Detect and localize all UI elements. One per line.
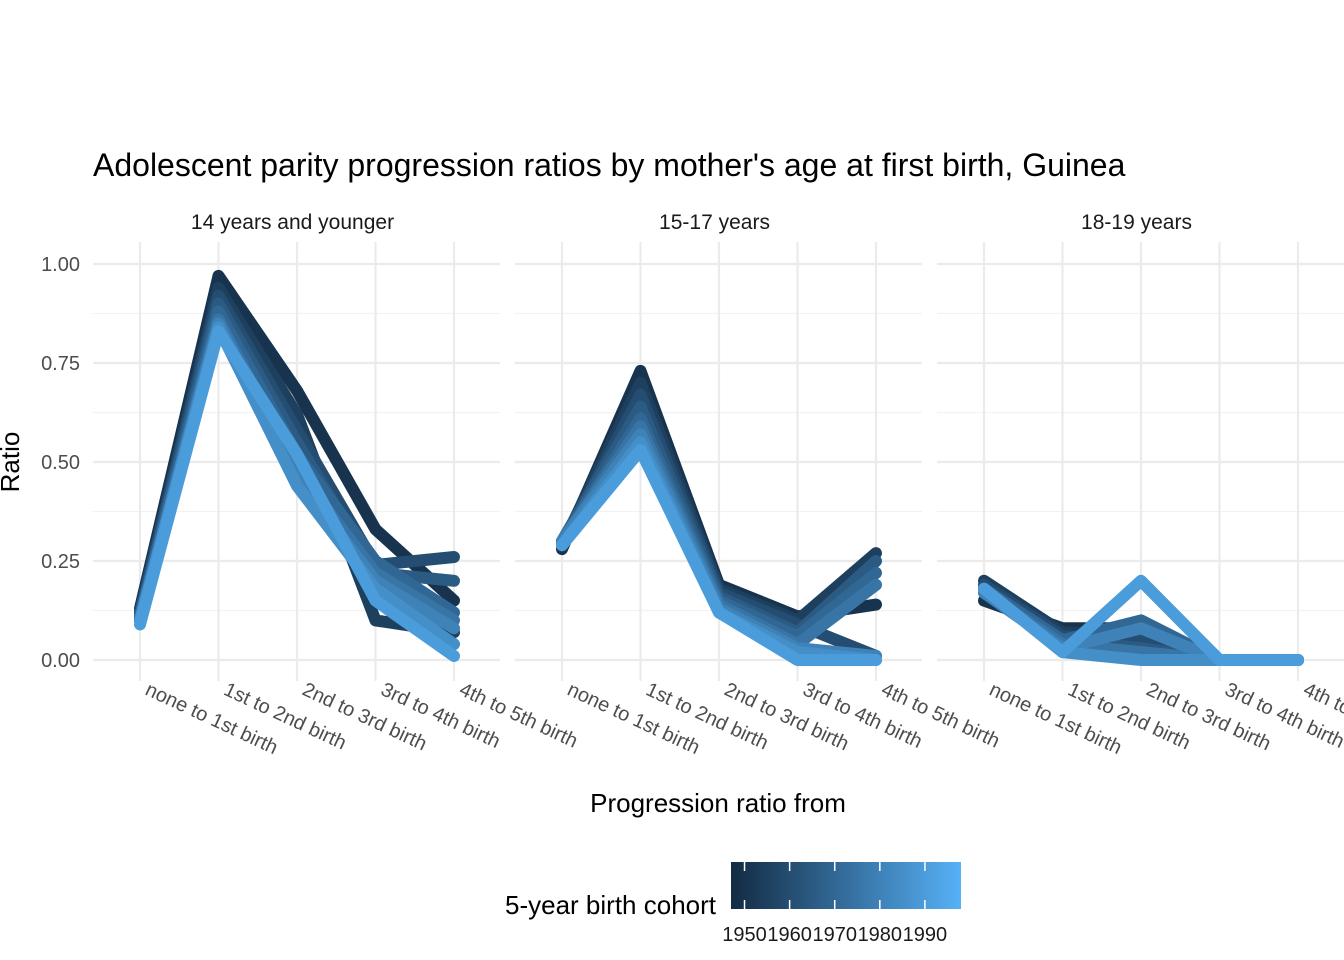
legend: 5-year birth cohort 1950 1960 1970 1980 1990 xyxy=(505,862,961,946)
legend-label: 1980 xyxy=(858,924,903,946)
y-tick-label: 1.00 xyxy=(41,254,80,276)
y-tick-label: 0.00 xyxy=(41,650,80,672)
series-line-1990 xyxy=(978,574,1304,666)
y-tick-label: 0.25 xyxy=(41,551,80,573)
legend-label: 1970 xyxy=(812,924,857,946)
legend-title: 5-year birth cohort xyxy=(505,890,717,920)
legend-label: 1990 xyxy=(903,924,948,946)
y-tick-label: 0.50 xyxy=(41,452,80,474)
y-tick-label: 0.75 xyxy=(41,353,80,375)
legend-label: 1960 xyxy=(767,924,812,946)
x-tick-label: none to 1st birth xyxy=(986,679,1125,760)
series-line-1990 xyxy=(556,444,882,666)
panel-strip-label: 15-17 years xyxy=(659,211,770,234)
x-tick-label: none to 1st birth xyxy=(564,679,703,760)
y-axis: 0.00 0.25 0.50 0.75 1.00 xyxy=(41,254,80,672)
x-tick-label: none to 1st birth xyxy=(142,679,281,760)
y-axis-title: Ratio xyxy=(0,432,25,493)
x-axis-title: Progression ratio from xyxy=(590,788,846,818)
legend-ticks: 1950 1960 1970 1980 1990 xyxy=(722,862,947,946)
legend-colorbar xyxy=(731,862,961,909)
panel-strip-label: 14 years and younger xyxy=(191,211,394,234)
chart-title: Adolescent parity progression ratios by … xyxy=(93,147,1126,183)
series-line-1990 xyxy=(134,325,460,662)
legend-label: 1950 xyxy=(722,924,767,946)
panel-strip-label: 18-19 years xyxy=(1081,211,1192,234)
